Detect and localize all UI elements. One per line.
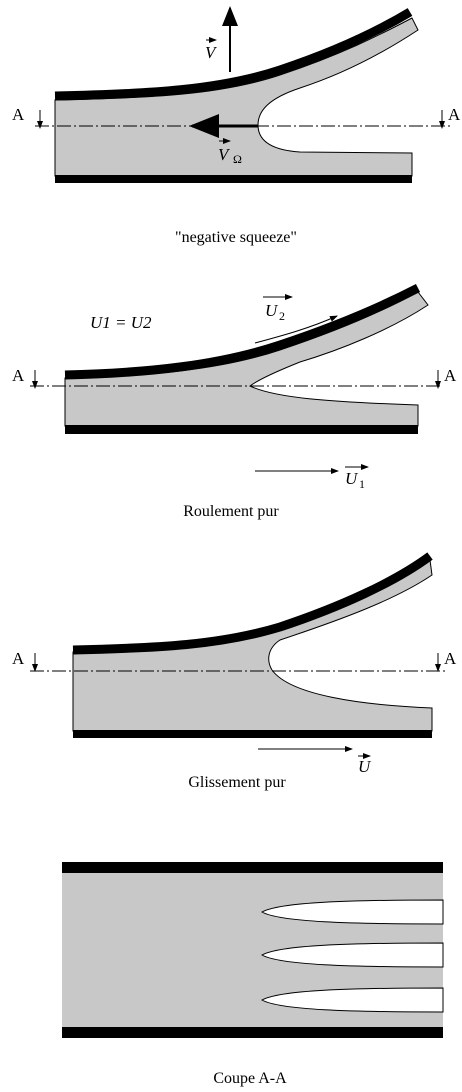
fluid	[64, 291, 429, 427]
panel-roulement: U1 = U2 U 2 U 1 A A Roulement pur	[12, 283, 457, 520]
section-label: A	[444, 366, 457, 385]
upper-wall	[62, 862, 443, 873]
arrow-u2	[254, 315, 338, 344]
panel-glissement: U A A Glissement pur	[12, 552, 457, 791]
panel-section: Coupe A-A	[62, 862, 444, 1087]
vector-subscript: 2	[279, 309, 285, 323]
finger	[260, 987, 444, 1013]
caption: Coupe A-A	[213, 1070, 287, 1087]
finger	[260, 942, 444, 968]
lower-wall	[55, 175, 412, 183]
lower-wall	[62, 1027, 443, 1038]
caption: "negative squeeze"	[175, 229, 297, 246]
vector-subscript: Ω	[233, 152, 242, 166]
panel-negative-squeeze: A A V V Ω "negative squeeze"	[12, 6, 461, 246]
section-label: A	[448, 105, 461, 124]
section-label: A	[12, 366, 25, 385]
section-label: A	[12, 649, 25, 668]
caption: Roulement pur	[183, 503, 279, 520]
section-label: A	[444, 649, 457, 668]
vector-subscript: 1	[359, 477, 365, 491]
vector-label: U	[358, 757, 372, 776]
caption: Glissement pur	[188, 774, 286, 791]
vector-label: V	[205, 43, 218, 62]
upper-wall	[54, 8, 413, 101]
vector-label: V	[218, 145, 231, 164]
lower-wall	[65, 425, 418, 434]
upper-wall	[64, 283, 421, 380]
fluid	[54, 17, 419, 177]
upper-wall	[72, 552, 433, 655]
equation: U1 = U2	[90, 313, 152, 332]
finger	[260, 899, 444, 925]
lower-wall	[73, 730, 432, 738]
section-label: A	[12, 105, 25, 124]
vector-label: U	[345, 469, 359, 488]
vector-label: U	[265, 301, 279, 320]
